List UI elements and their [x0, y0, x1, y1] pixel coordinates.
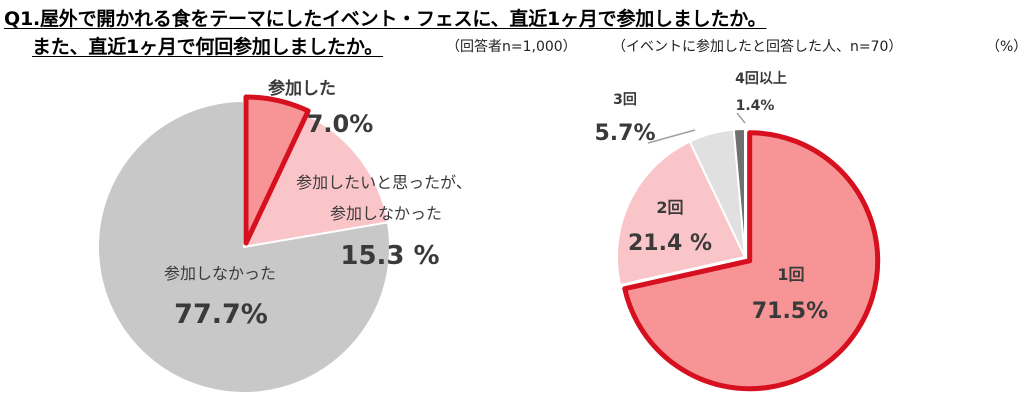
- slice-label-1-2: 参加しなかった: [330, 204, 442, 223]
- pie-slice-2-2: [616, 140, 746, 286]
- title-line-1: Q1.屋外で開かれる食をテーマにしたイベント・フェスに、直近1ヶ月で参加しました…: [4, 8, 767, 30]
- slice-value-1-3: 77.7%: [174, 299, 268, 330]
- slice-value-2-1: 71.5%: [752, 299, 828, 324]
- slice-label-2-3: 3回: [613, 92, 637, 108]
- title-line-2: また、直近1ヶ月で何回参加しましたか。: [32, 36, 384, 58]
- leader-line-2-4: [736, 112, 746, 124]
- slice-label-1-3: 参加しなかった: [164, 264, 276, 283]
- slice-label-1-1: 参加した: [268, 78, 336, 99]
- slice-label-2-2: 2回: [656, 198, 683, 217]
- note-sub: （イベントに参加したと回答した人、n=70）: [612, 39, 903, 55]
- slice-label-1-2: 参加したいと思ったが、: [296, 173, 472, 192]
- pie-slice-1-2: [243, 113, 389, 248]
- pie-slice-1-3: [97, 100, 391, 394]
- slice-value-2-2: 21.4 %: [628, 231, 712, 256]
- pie-slice-2-4: [732, 127, 746, 258]
- slice-value-2-4: 1.4%: [736, 98, 775, 114]
- note-unit: （%）: [986, 39, 1025, 55]
- pie-slice-1-1: [243, 94, 311, 246]
- pie-chart-frequency: 1回 71.5% 2回 21.4 % 3回 5.7% 4回以上 1.4%: [594, 71, 881, 392]
- slice-value-1-2: 15.3 %: [340, 241, 439, 271]
- pie-slice-2-1: [622, 130, 881, 392]
- slice-value-2-3: 5.7%: [594, 121, 655, 146]
- slice-value-1-1: 7.0%: [307, 110, 374, 138]
- slice-label-2-1: 1回: [777, 265, 804, 284]
- slice-label-2-4: 4回以上: [735, 71, 787, 87]
- note-base: （回答者n=1,000）: [446, 39, 577, 55]
- leader-line-2-3: [647, 129, 696, 144]
